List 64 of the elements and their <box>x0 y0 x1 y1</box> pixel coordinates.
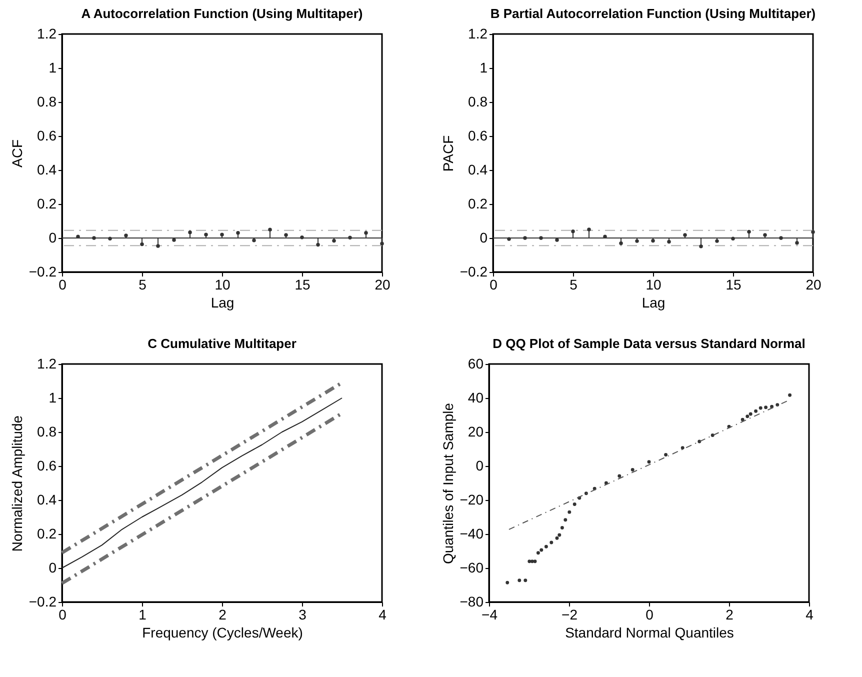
y-tick-label: 0.8 <box>468 94 488 110</box>
x-tick-label: 0 <box>58 606 67 622</box>
chart-title: D QQ Plot of Sample Data versus Standard Normal <box>492 336 806 351</box>
y-tick-label: 1.2 <box>37 356 57 372</box>
x-tick-label: 0 <box>490 276 498 292</box>
x-tick-label: 20 <box>374 276 390 292</box>
y-tick-label: 0 <box>48 230 57 246</box>
y-tick-label: −20 <box>460 492 484 508</box>
y-tick-label: 0.2 <box>468 196 488 212</box>
y-tick-label: 0.6 <box>468 128 488 144</box>
x-tick-label: 15 <box>294 276 310 292</box>
y-tick-label: 1 <box>480 60 488 76</box>
x-tick-label: −4 <box>482 606 498 622</box>
x-tick-label: 0 <box>58 276 67 292</box>
y-tick-label: 0.8 <box>37 424 57 440</box>
y-tick-label: 20 <box>468 424 484 440</box>
y-tick-label: 0 <box>476 458 484 474</box>
y-tick-label: 0 <box>480 230 488 246</box>
chart-title: A Autocorrelation Function (Using Multitaper) <box>81 6 363 21</box>
y-tick-label: 0.2 <box>37 196 57 212</box>
chart-title: C Cumulative Multitaper <box>148 336 296 351</box>
x-axis-title: Standard Normal Quantiles <box>565 624 734 640</box>
x-tick-label: −2 <box>562 606 578 622</box>
y-axis-title: Quantiles of Input Sample <box>440 402 456 564</box>
x-tick-label: 10 <box>214 276 230 292</box>
y-axis-title: PACF <box>440 135 456 172</box>
y-tick-label: −0.2 <box>28 264 57 280</box>
chart-title: B Partial Autocorrelation Function (Using Multitaper) <box>490 6 816 21</box>
x-axis-title: Lag <box>210 294 234 310</box>
y-tick-label: 1.2 <box>37 26 57 42</box>
x-tick-label: 4 <box>806 606 814 622</box>
x-tick-label: 15 <box>726 276 742 292</box>
y-tick-label: 0.4 <box>468 162 488 178</box>
x-tick-label: 2 <box>218 606 227 622</box>
y-tick-label: −80 <box>460 594 484 610</box>
x-tick-label: 20 <box>806 276 822 292</box>
x-tick-label: 3 <box>298 606 307 622</box>
y-tick-label: 1 <box>48 390 57 406</box>
y-tick-label: 0.8 <box>37 94 57 110</box>
y-tick-label: 60 <box>468 356 484 372</box>
y-tick-label: 0.6 <box>37 128 57 144</box>
y-tick-label: 40 <box>468 390 484 406</box>
y-axis-title: Normalized Amplitude <box>8 415 25 552</box>
y-tick-label: −60 <box>460 560 484 576</box>
x-tick-label: 2 <box>726 606 734 622</box>
y-tick-label: −0.2 <box>28 594 57 610</box>
y-tick-label: −40 <box>460 526 484 542</box>
x-tick-label: 10 <box>646 276 662 292</box>
y-tick-label: −0.2 <box>460 264 488 280</box>
y-tick-label: 0.2 <box>37 526 57 542</box>
x-tick-label: 4 <box>378 606 387 622</box>
x-tick-label: 5 <box>570 276 578 292</box>
y-tick-label: 1 <box>48 60 57 76</box>
x-axis-title: Frequency (Cycles/Week) <box>142 624 303 640</box>
y-tick-label: 0 <box>48 560 57 576</box>
y-tick-label: 1.2 <box>468 26 488 42</box>
x-axis-title: Lag <box>642 294 666 310</box>
y-tick-label: 0.4 <box>37 162 57 178</box>
x-tick-label: 5 <box>138 276 147 292</box>
x-tick-label: 1 <box>138 606 147 622</box>
x-tick-label: 0 <box>646 606 654 622</box>
y-tick-label: 0.4 <box>37 492 57 508</box>
y-axis-title: ACF <box>8 140 25 168</box>
y-tick-label: 0.6 <box>37 458 57 474</box>
